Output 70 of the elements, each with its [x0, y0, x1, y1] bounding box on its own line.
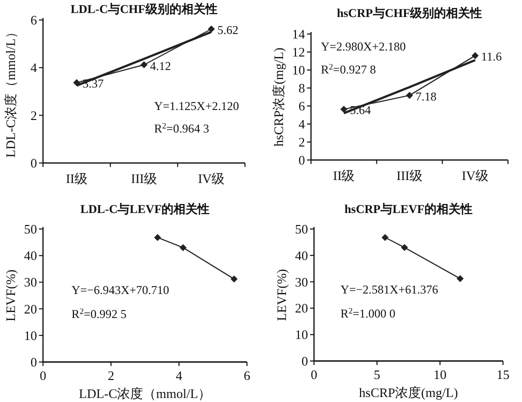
- x-axis-title: hsCRP浓度(mg/L): [359, 385, 458, 400]
- data-label: 5.62: [217, 23, 238, 38]
- y-tick-label: 20: [24, 301, 37, 316]
- data-label: 7.18: [416, 89, 436, 104]
- y-tick-label: 0: [30, 156, 37, 170]
- x-tick-label: 6: [244, 368, 251, 383]
- data-label: 11.6: [481, 50, 502, 64]
- annotation: R$^{2}$=0.992 5: [72, 306, 127, 322]
- y-axis-title: LEVF(%): [274, 269, 289, 321]
- y-tick-label: 2: [30, 108, 37, 123]
- point: [230, 276, 238, 283]
- x-tick-label: IV级: [198, 171, 225, 186]
- annotation: R$^{2}$=0.964 3: [154, 121, 210, 136]
- y-tick-label: 14: [292, 26, 306, 42]
- y-tick-label: 0: [30, 354, 37, 370]
- x-tick-label: II级: [66, 171, 88, 186]
- x-tick-label: 2: [108, 368, 114, 383]
- y-tick-label: 10: [24, 328, 37, 343]
- annotation: Y=−2.581X+61.376: [340, 282, 438, 297]
- point: [208, 26, 215, 33]
- point: [382, 234, 389, 241]
- y-tick-label: 0: [298, 152, 305, 168]
- y-tick-label: 6: [30, 12, 38, 28]
- y-axis-title: hsCRP浓度(mg/L): [271, 48, 286, 146]
- y-tick-label: 6: [298, 98, 306, 114]
- y-tick-label: 50: [24, 222, 37, 236]
- point: [406, 92, 413, 99]
- annotation: Y=1.125X+2.120: [154, 98, 239, 113]
- x-tick-label: 4: [176, 368, 183, 383]
- point: [180, 244, 187, 252]
- y-axis-title: LEVF(%): [3, 270, 18, 322]
- y-axis-title: LDL-C浓度（mmol/L）: [3, 25, 18, 158]
- point: [140, 61, 148, 68]
- y-tick-label: 8: [298, 80, 305, 96]
- x-tick-label: 10: [434, 367, 446, 382]
- y-tick-label: 40: [295, 248, 308, 263]
- point: [400, 244, 408, 251]
- chart-title: LDL-C与CHF级别的相关性: [70, 2, 218, 16]
- data-label: 4.12: [150, 58, 171, 73]
- annotation: Y=2.980X+2.180: [320, 40, 406, 54]
- y-tick-label: 4: [298, 116, 306, 132]
- x-tick-label: IV级: [462, 168, 489, 183]
- x-axis-title: LDL-C浓度（mmol/L）: [78, 386, 212, 401]
- point: [456, 275, 464, 282]
- y-tick-label: 10: [295, 327, 308, 342]
- point: [472, 52, 479, 60]
- x-tick-label: 0: [310, 367, 318, 382]
- chart-title: hsCRP与LEVF的相关性: [344, 202, 473, 216]
- chart-title: hsCRP与CHF级别的相关性: [336, 6, 482, 20]
- y-tick-label: 20: [295, 300, 308, 316]
- x-tick-label: III级: [131, 171, 157, 186]
- x-tick-label: II级: [332, 168, 355, 183]
- x-tick-label: III级: [396, 168, 422, 183]
- x-tick-label: 5: [374, 367, 380, 382]
- y-tick-label: 40: [24, 248, 37, 264]
- y-tick-label: 30: [295, 274, 308, 290]
- point: [154, 234, 162, 242]
- y-tick-label: 10: [292, 62, 305, 78]
- chart-title: LDL-C与LEVF的相关性: [80, 202, 210, 216]
- y-tick-label: 4: [30, 60, 38, 76]
- annotation: R$^{2}$=0.927 8: [320, 62, 376, 76]
- y-tick-label: 12: [292, 44, 305, 60]
- y-tick-label: 0: [302, 354, 308, 368]
- annotation: Y=−6.943X+70.710: [72, 283, 170, 298]
- y-tick-label: 2: [298, 134, 305, 150]
- y-tick-label: 30: [24, 274, 37, 290]
- annotation: R$^{2}$=1.000 0: [340, 306, 396, 320]
- point: [340, 106, 348, 113]
- x-tick-label: 15: [496, 367, 510, 382]
- y-tick-label: 50: [295, 222, 308, 236]
